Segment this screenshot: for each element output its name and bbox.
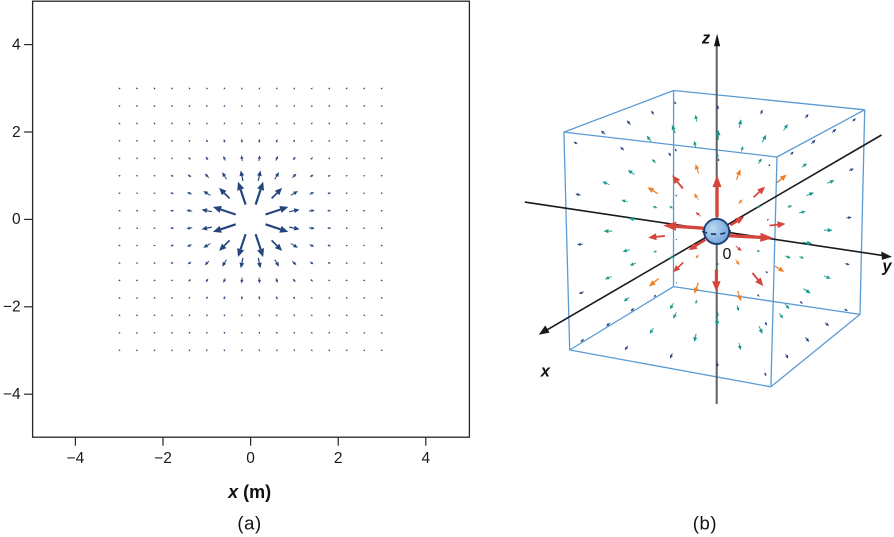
svg-text:x (m): x (m) (227, 482, 271, 502)
svg-text:−2: −2 (3, 299, 21, 316)
svg-text:0: 0 (723, 246, 732, 263)
svg-text:2: 2 (334, 450, 343, 467)
svg-text:4: 4 (12, 36, 21, 53)
svg-text:(b): (b) (693, 513, 717, 534)
svg-text:−2: −2 (154, 450, 172, 467)
svg-text:−4: −4 (3, 386, 21, 403)
svg-text:4: 4 (421, 450, 430, 467)
svg-text:2: 2 (12, 124, 21, 141)
svg-text:z: z (701, 30, 711, 48)
svg-text:x: x (540, 363, 551, 381)
svg-text:0: 0 (246, 450, 255, 467)
svg-text:−4: −4 (67, 450, 85, 467)
svg-text:(a): (a) (237, 513, 261, 534)
svg-text:0: 0 (12, 211, 21, 228)
svg-text:y: y (881, 257, 892, 275)
